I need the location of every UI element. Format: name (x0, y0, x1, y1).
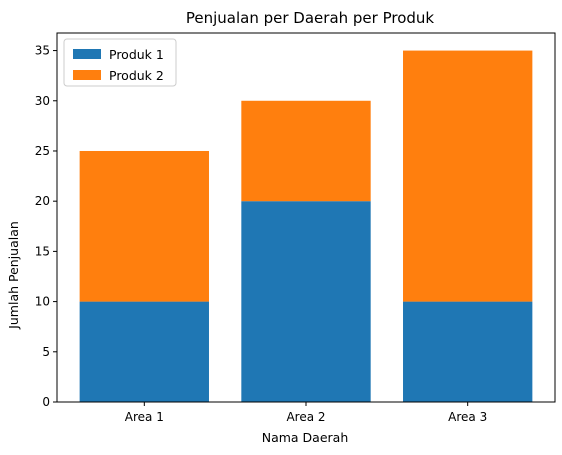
y-tick-label: 10 (35, 295, 50, 309)
y-tick-label: 25 (35, 144, 50, 158)
x-tick-label: Area 3 (448, 410, 487, 424)
y-tick-label: 15 (35, 244, 50, 258)
x-tick-label: Area 1 (125, 410, 164, 424)
bar-series-1-category-2 (241, 201, 371, 402)
bar-series-1-category-1 (79, 301, 209, 402)
legend-label-2: Produk 2 (109, 68, 164, 83)
bar-series-1-category-3 (403, 301, 533, 402)
bars-layer (79, 50, 533, 402)
x-tick-label: Area 2 (286, 410, 325, 424)
y-tick-label: 0 (42, 395, 50, 409)
legend: Produk 1 Produk 2 (63, 38, 177, 87)
x-axis-label: Nama Daerah (262, 430, 349, 445)
bar-series-2-category-2 (241, 100, 371, 202)
legend-swatch-1 (73, 49, 101, 59)
y-tick-label: 30 (35, 94, 50, 108)
bar-series-2-category-3 (403, 50, 533, 302)
ticks-layer: 0 5 10 15 20 25 30 35 Area 1 Area 2 Area 3 (35, 44, 488, 424)
chart-title: Penjualan per Daerah per Produk (186, 9, 435, 27)
legend-label-1: Produk 1 (109, 47, 164, 62)
y-tick-label: 35 (35, 44, 50, 58)
bar-series-2-category-1 (79, 150, 209, 302)
y-axis-label: Jumlah Penjualan (6, 221, 21, 330)
legend-swatch-2 (73, 70, 101, 80)
y-tick-label: 20 (35, 194, 50, 208)
y-tick-label: 5 (42, 345, 50, 359)
